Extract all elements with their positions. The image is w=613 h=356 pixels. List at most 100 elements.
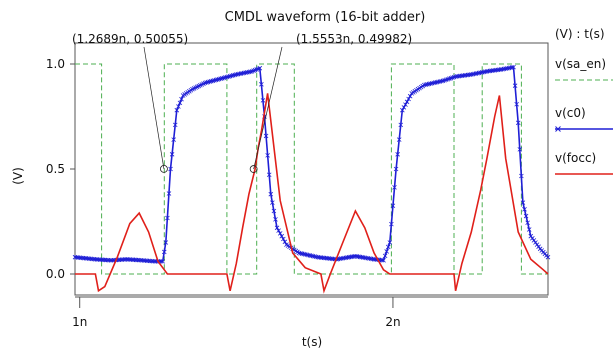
data-point (440, 78, 446, 84)
data-point (443, 77, 449, 83)
data-point (268, 191, 274, 197)
data-point (511, 64, 516, 70)
data-point (379, 257, 385, 263)
data-point (265, 153, 270, 158)
y-axis: 0.0 0.5 1.0 (46, 57, 75, 281)
data-point (177, 100, 183, 106)
annotation-label: (1.5553n, 0.49982) (296, 32, 412, 46)
annotation-layer: (1.2689n, 0.50055) (1.5553n, 0.49982) (72, 32, 412, 173)
series-line (75, 93, 549, 294)
annotation: (1.2689n, 0.50055) (72, 32, 188, 173)
data-point (526, 227, 532, 232)
series-line (75, 63, 548, 275)
data-point (279, 233, 285, 239)
data-point (400, 107, 405, 113)
legend-label: v(sa_en) (555, 57, 606, 71)
data-point (266, 172, 272, 178)
data-point (404, 99, 410, 105)
data-point (515, 120, 521, 126)
data-point (385, 244, 391, 250)
data-point (176, 104, 181, 109)
legend-label: v(focc) (555, 151, 596, 165)
legend-item: v(sa_en) (555, 57, 613, 81)
series-line (74, 66, 549, 263)
data-point (514, 101, 519, 107)
data-point (263, 133, 269, 139)
data-point (523, 213, 529, 219)
data-point (260, 98, 266, 103)
data-point (389, 221, 394, 227)
legend: (V) : t(s) v(sa_en) v(c0) v(focc) (555, 27, 613, 175)
data-point (512, 83, 518, 88)
data-point (545, 254, 551, 260)
data-point (382, 253, 388, 259)
annotation-marker (160, 164, 168, 173)
data-point (445, 76, 451, 82)
data-point (271, 208, 277, 214)
data-point (274, 225, 280, 231)
data-point (401, 105, 407, 110)
data-point (259, 82, 264, 87)
data-point (509, 65, 515, 70)
x-axis-label: t(s) (302, 335, 322, 349)
data-point (519, 173, 524, 179)
legend-item: v(c0) (555, 106, 613, 132)
legend-header: (V) : t(s) (555, 27, 605, 41)
data-point (168, 166, 173, 172)
annotation-marker (249, 165, 258, 173)
data-point (407, 93, 413, 99)
data-point (282, 239, 288, 245)
legend-items: v(sa_en) v(c0) v(focc) (555, 57, 613, 175)
data-point (248, 69, 253, 74)
data-point (448, 75, 454, 81)
chart-title: CMDL waveform (16-bit adder) (225, 10, 426, 25)
data-point (387, 240, 393, 245)
series-2 (75, 93, 549, 294)
legend-label: v(c0) (555, 106, 586, 120)
annotation-leader (253, 46, 283, 170)
legend-marker (555, 126, 561, 132)
series-1 (72, 64, 551, 264)
series-layer (72, 63, 551, 294)
series-0 (75, 63, 548, 275)
data-point (390, 203, 396, 209)
data-point (396, 137, 402, 142)
data-point (161, 249, 167, 255)
data-point (174, 107, 180, 113)
data-point (450, 75, 455, 80)
data-point (165, 215, 170, 221)
x-axis: 1n 2n (72, 296, 548, 329)
data-point (257, 65, 263, 71)
data-point (273, 217, 278, 222)
data-point (395, 152, 400, 157)
data-point (392, 185, 397, 190)
data-point (439, 78, 444, 84)
y-axis-label: (V) (11, 167, 25, 185)
data-point (169, 152, 175, 157)
data-point (171, 137, 176, 142)
y-tick-label: 0.5 (46, 162, 65, 176)
data-point (166, 191, 172, 196)
data-point (277, 231, 283, 236)
data-point (442, 77, 447, 83)
data-point (172, 122, 178, 128)
plot-area: (1.2689n, 0.50055) (1.5553n, 0.49982) (72, 32, 551, 296)
data-point (517, 147, 523, 152)
y-tick-label: 1.0 (46, 57, 65, 71)
data-point (520, 200, 526, 205)
data-point (163, 240, 169, 245)
x-tick-label: 2n (385, 315, 400, 329)
data-point (403, 102, 408, 107)
annotation-leader (143, 46, 165, 169)
annotation: (1.5553n, 0.49982) (249, 32, 412, 173)
data-point (447, 76, 452, 81)
data-point (270, 200, 275, 205)
data-point (525, 220, 530, 226)
data-point (276, 228, 281, 233)
data-point (179, 96, 184, 102)
data-point (381, 258, 386, 263)
data-point (398, 122, 404, 128)
data-point (393, 166, 399, 172)
data-point (406, 96, 411, 102)
